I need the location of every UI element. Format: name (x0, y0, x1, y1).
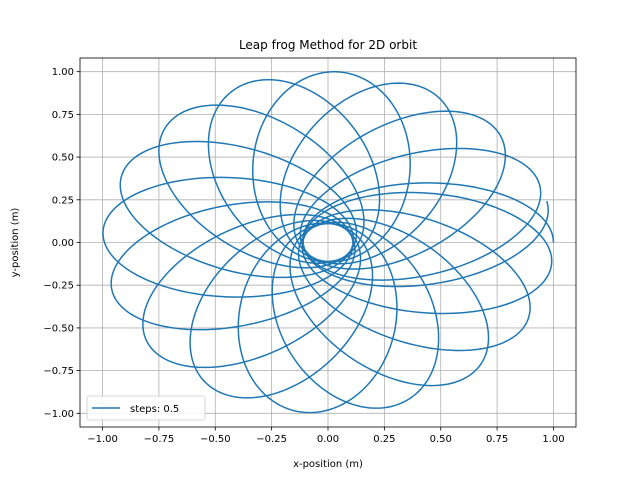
x-tick-label: 0.25 (373, 434, 395, 445)
y-axis-label: y-position (m) (10, 208, 21, 278)
x-tick-label: −1.00 (87, 434, 118, 445)
y-tick-label: −0.50 (43, 323, 74, 334)
legend: steps: 0.5 (86, 395, 206, 421)
x-tick-label: −0.75 (144, 434, 175, 445)
y-tick-label: −1.00 (43, 409, 74, 420)
chart-title: Leap frog Method for 2D orbit (239, 38, 417, 52)
y-tick-label: 0.50 (52, 153, 74, 164)
ticks: −1.00 −0.75 −0.50 −0.25 0.00 0.25 0.50 0.75 1.00… (43, 67, 564, 445)
y-tick-label: −0.75 (43, 366, 74, 377)
x-tick-label: 0.75 (486, 434, 508, 445)
legend-label: steps: 0.5 (130, 404, 179, 415)
y-tick-label: 0.75 (52, 110, 74, 121)
y-tick-label: 0.00 (52, 238, 74, 249)
y-tick-label: 0.25 (52, 195, 74, 206)
grid (80, 58, 576, 427)
x-tick-label: −0.50 (200, 434, 231, 445)
x-tick-label: −0.25 (256, 434, 287, 445)
x-tick-label: 0.50 (430, 434, 452, 445)
x-axis-label: x-position (m) (293, 459, 363, 470)
y-tick-label: 1.00 (52, 67, 74, 78)
orbit-series-line (102, 71, 555, 414)
x-tick-label: 1.00 (542, 434, 564, 445)
legend-box (86, 395, 206, 421)
x-tick-label: 0.00 (317, 434, 339, 445)
plot-area (102, 71, 555, 414)
y-tick-label: −0.25 (43, 281, 74, 292)
